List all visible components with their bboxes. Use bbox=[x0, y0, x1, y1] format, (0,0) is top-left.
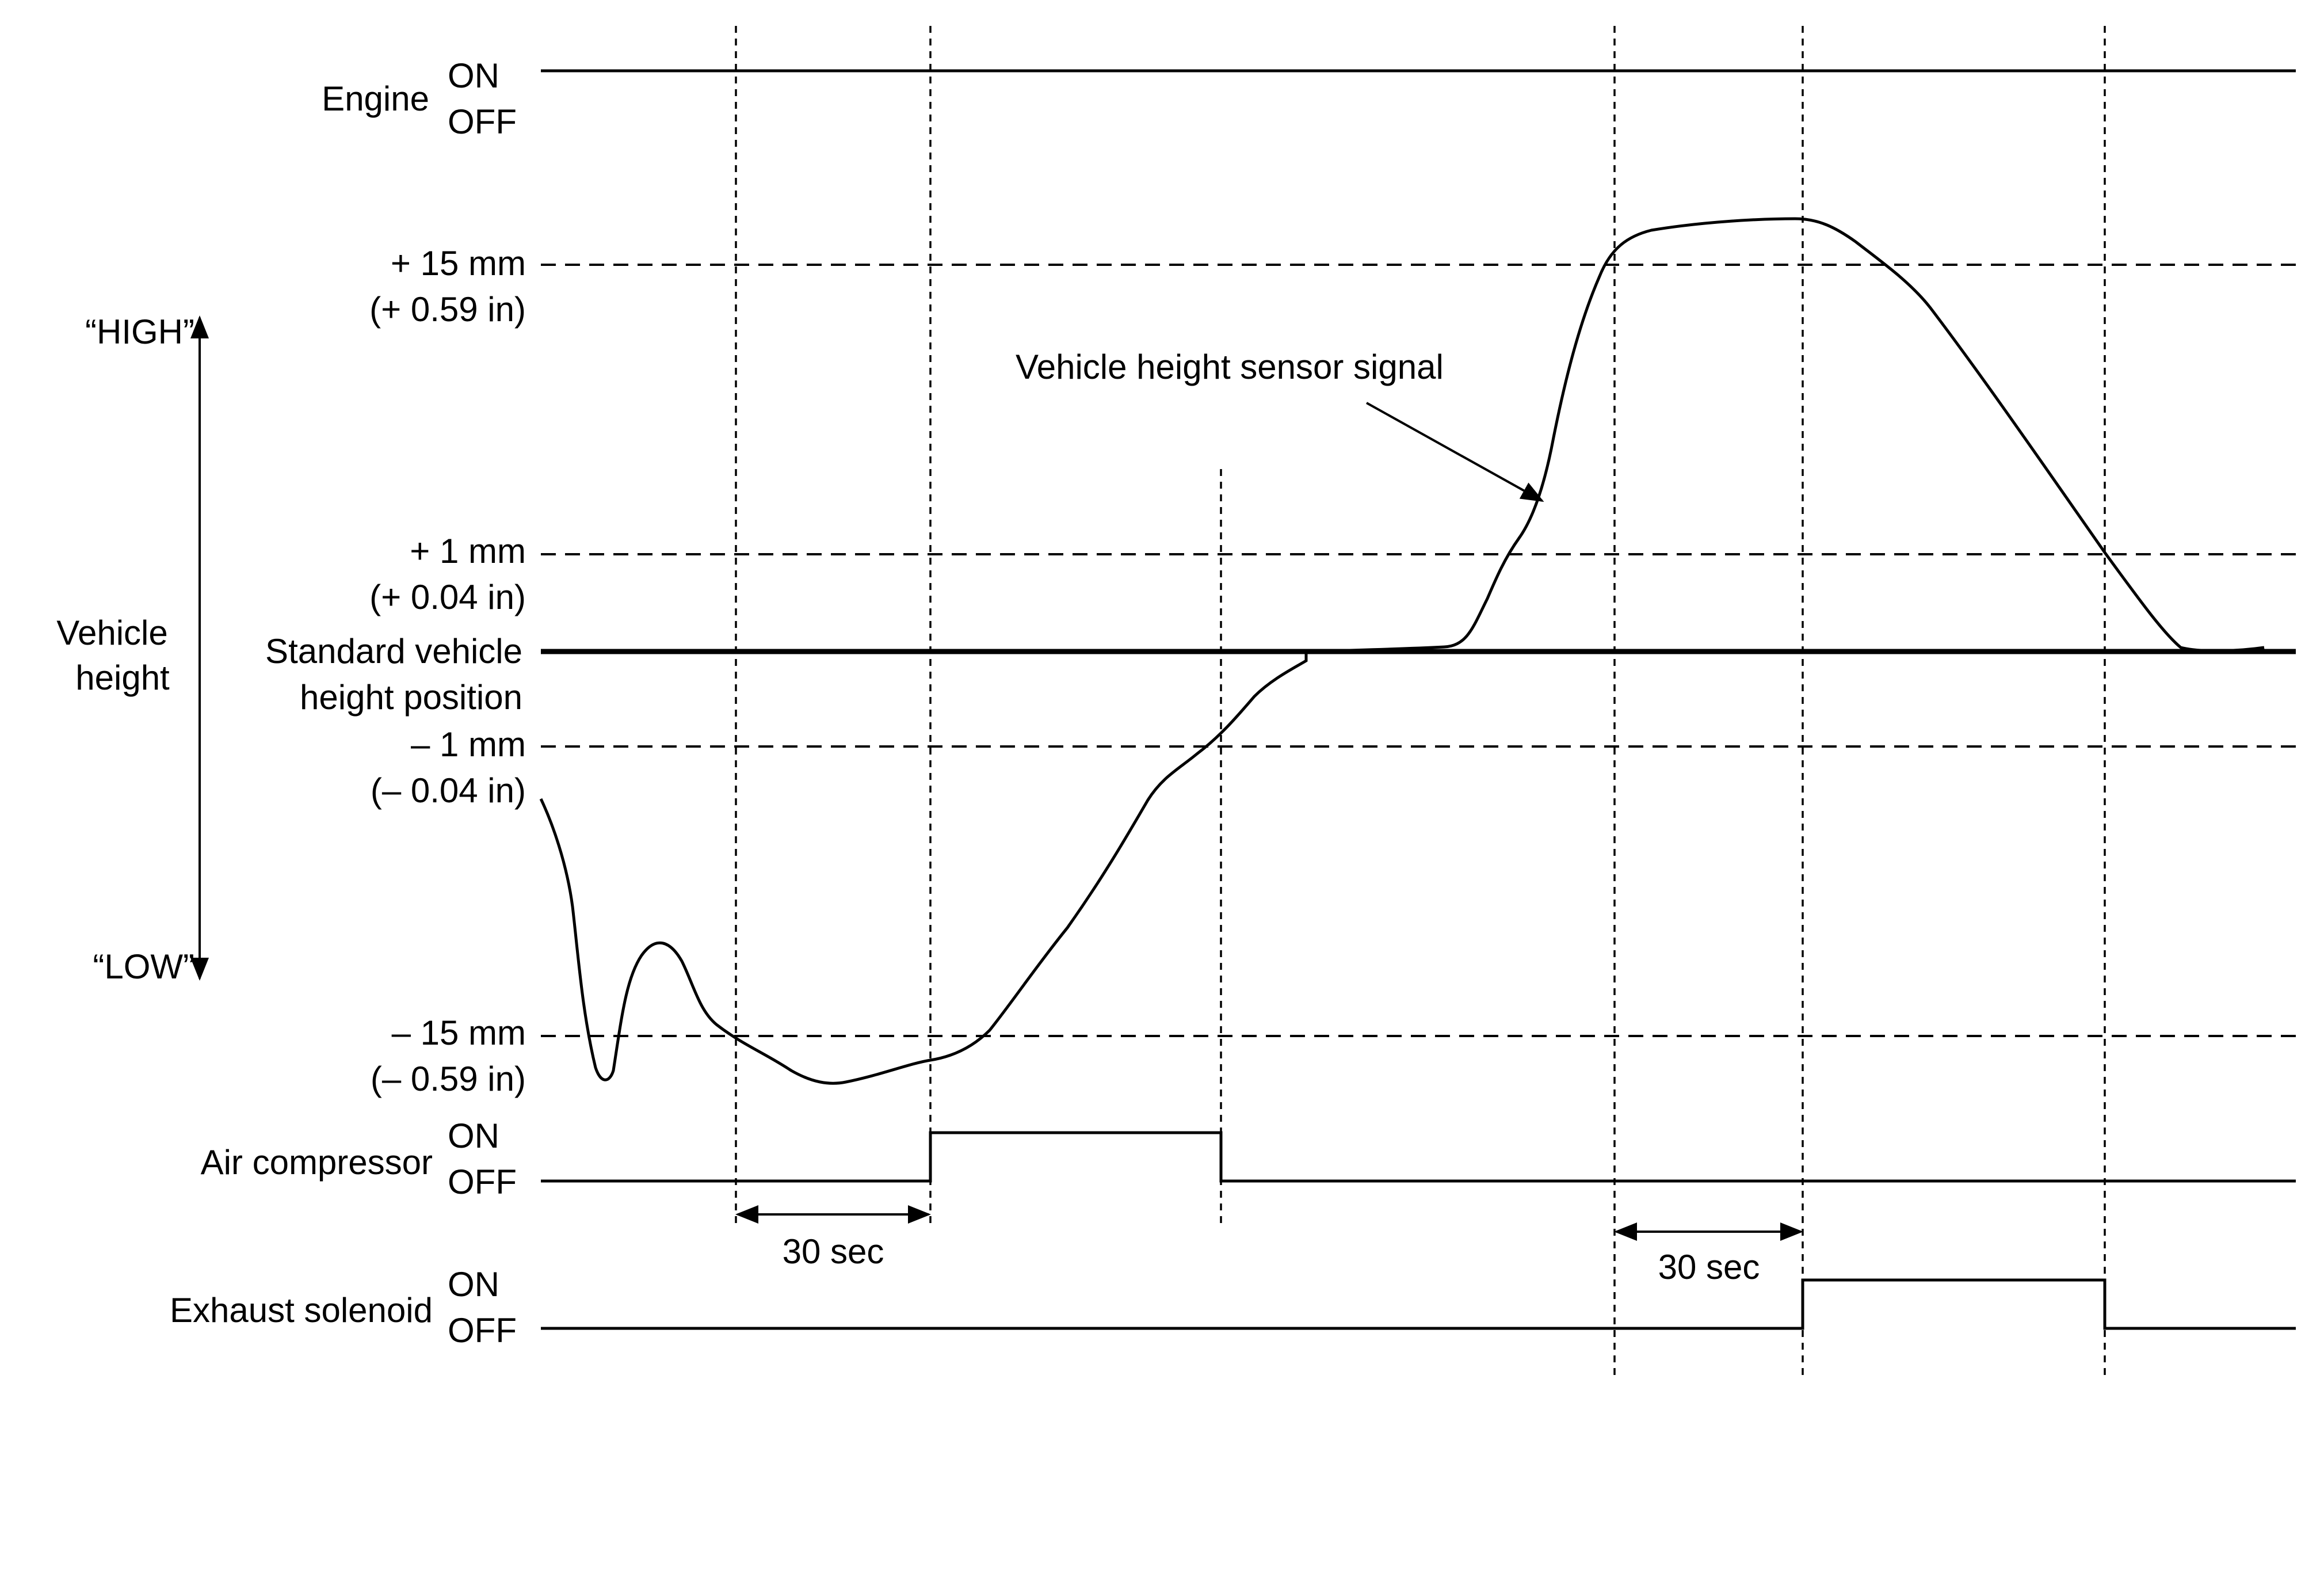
plus1-mm-label: + 1 mm bbox=[410, 532, 526, 570]
exhaust-solenoid-label: Exhaust solenoid bbox=[170, 1291, 433, 1330]
interval-2-label: 30 sec bbox=[1658, 1248, 1760, 1286]
minus1-in-label: (– 0.04 in) bbox=[371, 771, 526, 810]
exhaust-solenoid-off-label: OFF bbox=[448, 1311, 517, 1350]
air-compressor-off-label: OFF bbox=[448, 1163, 517, 1201]
interval-1-label: 30 sec bbox=[783, 1232, 884, 1271]
vehicle-height-label-line2: height bbox=[75, 658, 170, 697]
air-compressor-on-label: ON bbox=[448, 1117, 499, 1155]
air-compressor-label: Air compressor bbox=[201, 1143, 433, 1182]
high-label: “HIGH” bbox=[85, 313, 194, 351]
vehicle-height-label-line1: Vehicle bbox=[56, 614, 167, 652]
sensor-signal-label: Vehicle height sensor signal bbox=[1016, 348, 1444, 386]
plus15-in-label: (+ 0.59 in) bbox=[369, 290, 526, 329]
exhaust-solenoid-signal bbox=[541, 1278, 2296, 1330]
standard-height-label-line1: Standard vehicle bbox=[265, 632, 522, 671]
air-compressor-signal bbox=[541, 1131, 2296, 1183]
sensor-signal-leader bbox=[1366, 402, 1544, 502]
plus1-in-label: (+ 0.04 in) bbox=[369, 578, 526, 616]
plus15-mm-label: + 15 mm bbox=[391, 244, 526, 283]
engine-off-label: OFF bbox=[448, 102, 517, 141]
vehicle-height-sensor-curve bbox=[539, 217, 2265, 1085]
minus15-in-label: (– 0.59 in) bbox=[371, 1060, 526, 1098]
engine-on-label: ON bbox=[448, 56, 499, 95]
exhaust-solenoid-on-label: ON bbox=[448, 1265, 499, 1304]
engine-label: Engine bbox=[322, 79, 429, 118]
minus15-mm-label: – 15 mm bbox=[392, 1014, 526, 1052]
low-label: “LOW” bbox=[93, 947, 194, 986]
standard-height-label-line2: height position bbox=[300, 678, 522, 717]
minus1-mm-label: – 1 mm bbox=[411, 725, 526, 764]
